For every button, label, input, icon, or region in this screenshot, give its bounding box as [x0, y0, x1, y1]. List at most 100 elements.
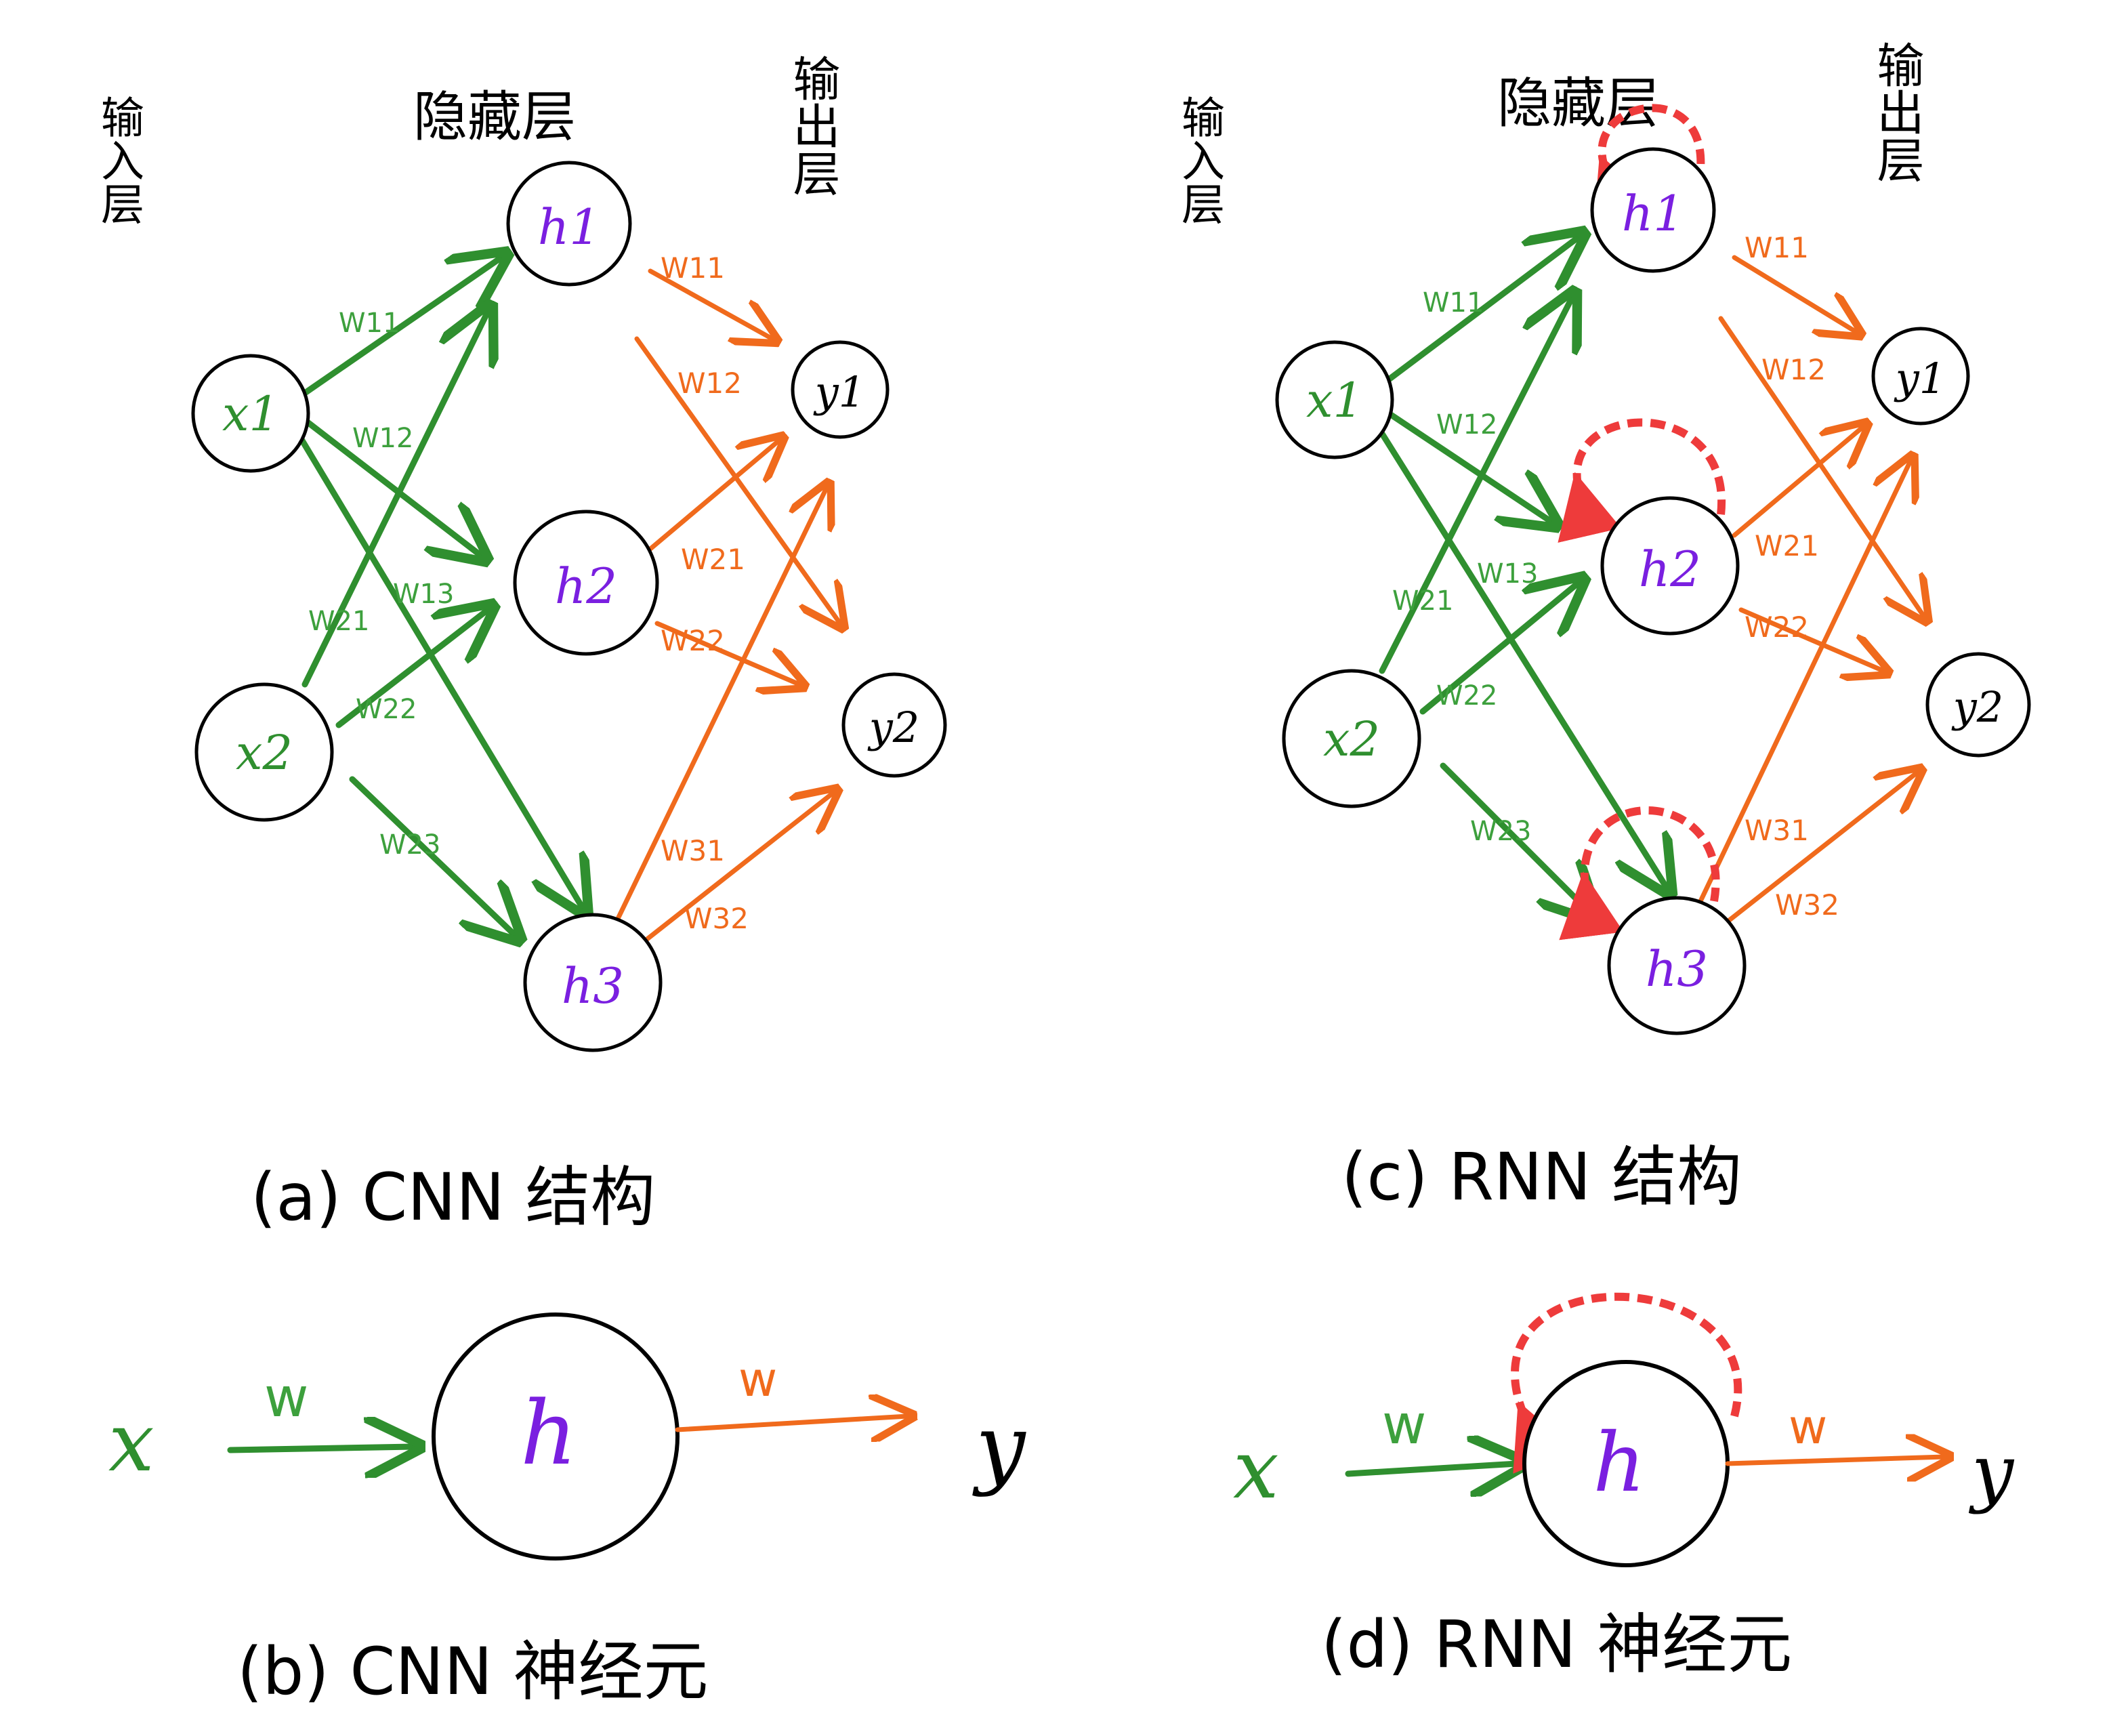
- hidden-node-h1: h1: [1590, 147, 1716, 273]
- node-label: h3: [1646, 941, 1708, 997]
- weight-label: W21: [681, 543, 745, 576]
- neuron-input-label: x: [1233, 1423, 1279, 1517]
- output-node-y2: y2: [1925, 652, 2031, 758]
- caption-a: (a) CNN 结构: [251, 1159, 655, 1235]
- weight-label: W21: [308, 606, 369, 637]
- neuron-circle: [432, 1313, 680, 1561]
- weight-label: W32: [1775, 888, 1839, 922]
- edge-h2-y1: [1732, 427, 1863, 538]
- edge-x1-h2: [301, 417, 481, 556]
- panel-b-cnn-neuron: x w h w y (b) CNN 神经元: [108, 1313, 1026, 1710]
- hidden-node-h2: h2: [1600, 496, 1740, 636]
- output-layer-title: 输出层: [1869, 41, 1925, 183]
- hidden-node-h2: h2: [513, 510, 659, 656]
- input-weight-labels: W11 W12 W13 W21 W22 W23: [1392, 287, 1538, 847]
- neuron-input-weight: w: [1382, 1393, 1426, 1456]
- neuron-input-label: x: [108, 1396, 154, 1490]
- edge-h1-y1: [1732, 255, 1856, 332]
- node-label: y1: [813, 367, 865, 417]
- edge-x1-h3: [1379, 430, 1667, 888]
- weight-label: W11: [1423, 287, 1484, 318]
- recurrent-loop-h3: [1559, 806, 1720, 941]
- node-label: h2: [555, 558, 617, 615]
- edge-h2-y1: [648, 440, 779, 552]
- caption-d: (d) RNN 神经元: [1321, 1607, 1792, 1682]
- output-edges: [1698, 255, 1924, 924]
- neuron-input-weight: w: [264, 1366, 308, 1429]
- edge-h2-y2: [1738, 607, 1883, 671]
- output-weight-labels: W11 W12 W21 W22 W31 W32: [661, 251, 749, 935]
- node-label: y1: [1894, 354, 1946, 403]
- neuron-output-label: y: [1968, 1428, 2015, 1515]
- edge-x2-h2: [335, 610, 488, 728]
- neuron-label: h: [520, 1382, 577, 1485]
- weight-label: W22: [661, 624, 725, 657]
- neuron-label: h: [1593, 1416, 1645, 1510]
- edge-x2-h1: [1379, 298, 1572, 674]
- weight-label: W11: [661, 251, 725, 285]
- edge-h3-y2: [1725, 772, 1917, 924]
- panel-a-cnn-structure: 输入层 隐藏层 输出层 W11 W12 W13 W21 W22 W23: [93, 54, 947, 1235]
- input-layer-title: 输入层: [1174, 95, 1224, 225]
- weight-label: W22: [1436, 680, 1497, 711]
- neuron-output-weight: w: [738, 1352, 777, 1407]
- weight-label: W23: [379, 829, 440, 861]
- input-edges: [295, 257, 583, 935]
- output-weight-labels: W11 W12 W21 W22 W31 W32: [1745, 231, 1839, 922]
- recurrent-loop-h1: [1593, 104, 1705, 227]
- output-node-y1: y1: [791, 340, 890, 439]
- input-node-x1: x1: [1275, 340, 1394, 459]
- weight-label: W22: [356, 694, 417, 725]
- edge-h2-y2: [654, 621, 799, 684]
- neuron-output-weight: w: [1789, 1399, 1827, 1455]
- weight-label: W12: [1761, 353, 1826, 386]
- weight-label: W13: [1477, 558, 1538, 590]
- neuron-input-arrow: [1345, 1464, 1518, 1474]
- panel-d-rnn-neuron: x w h w y (d) RNN 神经元: [1233, 1292, 2015, 1682]
- node-label: x1: [222, 386, 279, 442]
- input-node-x1: x1: [191, 354, 310, 473]
- node-label: h2: [1639, 541, 1701, 598]
- caption-c: (c) RNN 结构: [1341, 1139, 1742, 1215]
- edge-h1-y1: [648, 268, 772, 339]
- node-label: y2: [1951, 682, 2003, 732]
- node-label: h1: [538, 199, 600, 255]
- hidden-node-h3: h3: [1607, 896, 1747, 1035]
- edge-x1-h1: [301, 257, 501, 396]
- weight-label: W13: [393, 579, 454, 610]
- edge-x1-h1: [1385, 237, 1579, 383]
- weight-label: W11: [339, 308, 400, 339]
- node-label: h3: [562, 957, 624, 1014]
- weight-label: W31: [1745, 814, 1809, 847]
- node-label: h1: [1622, 185, 1684, 242]
- recurrent-loop-h2: [1558, 418, 1726, 543]
- panel-c-rnn-structure: 输入层 隐藏层 输出层 W11 W12 W13 W21 W22 W23: [1174, 41, 2031, 1215]
- output-node-y2: y2: [841, 672, 947, 778]
- edge-x1-h3: [295, 430, 583, 908]
- recurrent-loops: [1558, 104, 1726, 941]
- hidden-node-h3: h3: [523, 913, 663, 1052]
- hidden-layer-title: 隐藏层: [1497, 72, 1660, 135]
- edge-x2-h1: [301, 312, 488, 688]
- edge-h3-y2: [641, 793, 833, 945]
- output-layer-title: 输出层: [785, 54, 841, 197]
- edge-x1-h2: [1385, 410, 1551, 522]
- output-edges: [614, 268, 840, 945]
- output-node-y1: y1: [1871, 327, 1970, 426]
- weight-label: W12: [1436, 409, 1497, 440]
- weight-label: W12: [352, 423, 413, 454]
- recurrent-loop: [1511, 1292, 1742, 1474]
- edge-x2-h3: [349, 776, 515, 935]
- caption-b: (b) CNN 神经元: [237, 1634, 709, 1710]
- input-weight-labels: W11 W12 W13 W21 W22 W23: [308, 308, 454, 861]
- node-label: x1: [1306, 373, 1363, 428]
- weight-label: W22: [1745, 611, 1809, 644]
- node-label: x2: [236, 725, 293, 781]
- hidden-layer-title: 隐藏层: [413, 85, 576, 148]
- input-layer-title: 输入层: [93, 95, 144, 225]
- edge-x2-h2: [1419, 583, 1579, 715]
- neuron-input-arrow: [227, 1447, 413, 1450]
- weight-label: W31: [661, 834, 725, 867]
- neuron-output-arrow: [1725, 1457, 1944, 1464]
